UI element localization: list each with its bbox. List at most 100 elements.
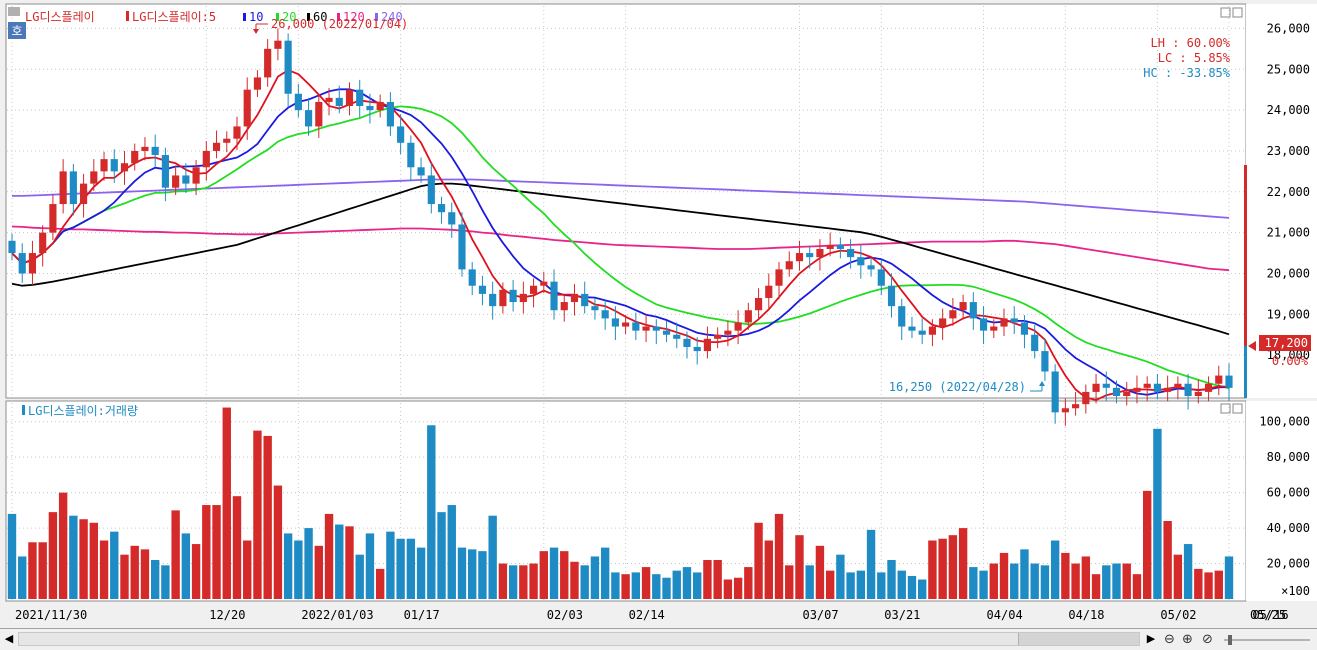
price-tick-label: 26,000: [1267, 21, 1310, 35]
candle-body: [468, 269, 476, 286]
candle-body: [1184, 383, 1192, 396]
candle-body: [918, 330, 926, 335]
candle-body: [877, 269, 885, 286]
volume-bar: [253, 430, 262, 599]
candle-body: [1031, 334, 1039, 352]
candle-body: [28, 253, 37, 274]
candle-body: [1153, 383, 1161, 392]
legend-ma240: 240: [381, 10, 403, 24]
date-tick-label: 02/03: [547, 608, 583, 622]
date-tick-label: 04/04: [987, 608, 1023, 622]
scroll-thumb[interactable]: [1018, 633, 1139, 645]
stat-lc: LC : 5.85%: [1158, 51, 1231, 65]
ma20-line: [11, 105, 1230, 390]
volume-bar: [693, 572, 702, 599]
legend-ma60: 60: [313, 10, 327, 24]
volume-bar: [744, 567, 753, 599]
candle-body: [1072, 404, 1080, 409]
volume-bar: [406, 538, 416, 599]
candle-body: [887, 285, 896, 307]
low-note-text: 16,250 (2022/04/28): [889, 380, 1026, 394]
volume-bar: [1163, 521, 1172, 599]
candle-body: [253, 77, 262, 90]
volume-bar: [1061, 552, 1070, 599]
volume-bar: [191, 544, 201, 599]
candle-body: [683, 338, 691, 347]
candle-body: [622, 322, 630, 327]
candle-body: [816, 248, 824, 258]
zoom-slider[interactable]: [1222, 634, 1312, 646]
horizontal-scrollbar[interactable]: ◀ ▶ ⊖ ⊕ ⊘: [0, 628, 1317, 650]
volume-bar: [232, 496, 242, 599]
price-axis: 26,000 25,000 24,000 23,000 22,000 21,000 20,0…: [1267, 21, 1310, 362]
candle-body: [928, 326, 936, 335]
candle-body: [172, 175, 180, 188]
scroll-track[interactable]: [18, 632, 1140, 646]
candle-body: [110, 159, 118, 172]
volume-bar: [713, 560, 722, 599]
candle-body: [356, 89, 364, 107]
legend-marker-ma120: [337, 13, 340, 21]
candle-body: [1051, 371, 1059, 413]
volume-bar: [979, 570, 988, 599]
candle-body: [765, 285, 773, 298]
volume-bar: [928, 540, 937, 599]
high-note-text: 26,000 (2022/01/04): [271, 17, 408, 31]
candle-body: [898, 306, 906, 327]
candle-body: [59, 171, 67, 205]
candle-body: [826, 244, 834, 249]
candle-body: [100, 159, 108, 172]
candlesticks: [8, 28, 1233, 426]
volume-bar: [969, 567, 978, 599]
volume-bar: [1091, 574, 1101, 599]
zoom-in-icon[interactable]: ⊕: [1182, 632, 1193, 647]
ma240-line: [12, 178, 1230, 219]
candle-body: [499, 289, 507, 307]
volume-bar: [887, 560, 896, 599]
candle-body: [1215, 375, 1223, 384]
candle-body: [18, 253, 26, 274]
volume-bar: [181, 533, 191, 599]
candle-body: [1204, 383, 1213, 392]
volume-bar: [1050, 540, 1060, 599]
candle-body: [795, 253, 804, 262]
candle-body: [151, 146, 159, 156]
volume-bar: [948, 535, 958, 599]
candle-body: [161, 155, 169, 188]
volume-bar: [150, 560, 160, 599]
volume-tick-label: 20,000: [1267, 557, 1310, 571]
price-axis-area: [1246, 4, 1317, 398]
zoom-out-icon[interactable]: ⊖: [1164, 632, 1175, 647]
candle-body: [570, 293, 579, 303]
candle-body: [345, 89, 354, 107]
volume-bar: [355, 554, 364, 599]
volume-bar: [1204, 572, 1213, 599]
panel-collapse-icon[interactable]: [8, 7, 20, 16]
price-tick-label: 20,000: [1267, 266, 1310, 280]
price-tick-label: 25,000: [1267, 62, 1310, 76]
candle-body: [632, 322, 640, 331]
candle-body: [1225, 375, 1233, 388]
restore-icon[interactable]: [1220, 7, 1231, 18]
volume-bar: [652, 574, 661, 599]
candle-body: [335, 97, 343, 107]
volume-bar: [938, 538, 947, 599]
candle-body: [131, 150, 139, 164]
candle-body: [560, 302, 568, 311]
close-icon[interactable]: [1232, 403, 1243, 414]
volume-bar: [611, 572, 620, 599]
close-icon[interactable]: [1232, 7, 1243, 18]
zoom-reset-icon[interactable]: ⊘: [1202, 632, 1213, 647]
scroll-right-icon[interactable]: ▶: [1146, 632, 1156, 645]
volume-bar: [263, 435, 272, 599]
volume-bar: [28, 542, 37, 599]
candle-body: [529, 285, 538, 294]
volume-bar: [1071, 563, 1080, 599]
restore-icon[interactable]: [1220, 403, 1231, 414]
badge-box[interactable]: [8, 22, 26, 39]
candle-body: [714, 334, 722, 339]
scroll-left-icon[interactable]: ◀: [4, 632, 14, 645]
candle-body: [1010, 318, 1018, 323]
candle-body: [724, 330, 732, 335]
